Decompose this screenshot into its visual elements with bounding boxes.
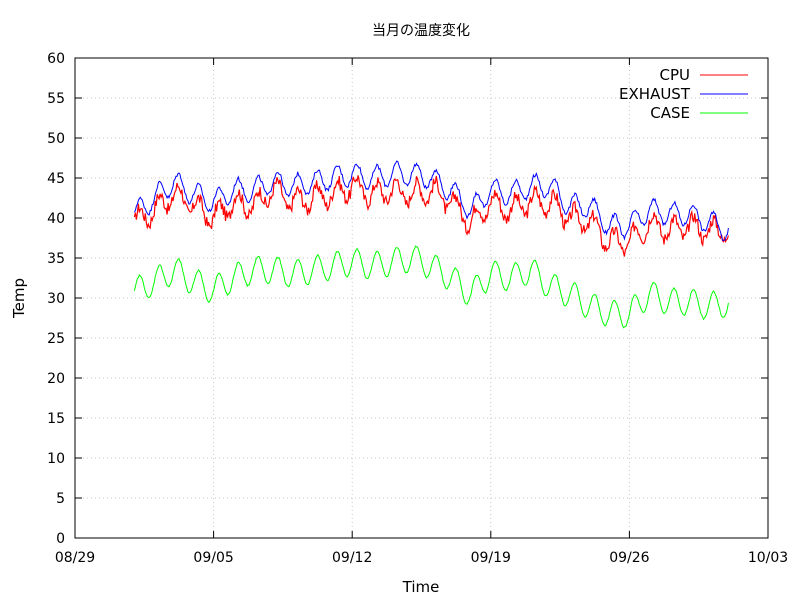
series-line-cpu <box>133 175 729 257</box>
y-tick-label: 30 <box>47 291 65 307</box>
y-tick-label: 35 <box>47 251 65 267</box>
y-tick-label: 10 <box>47 451 65 467</box>
legend-label-case: CASE <box>650 104 690 122</box>
y-tick-label: 45 <box>47 171 65 187</box>
legend-label-exhaust: EXHAUST <box>619 85 691 103</box>
x-tick-label: 09/05 <box>193 550 233 566</box>
series-line-case <box>133 245 729 329</box>
y-axis-label: Temp <box>10 278 28 319</box>
x-tick-label: 09/19 <box>471 550 511 566</box>
x-tick-label: 10/03 <box>748 550 788 566</box>
x-tick-label: 09/12 <box>332 550 372 566</box>
legend-label-cpu: CPU <box>660 66 691 84</box>
x-tick-label: 09/26 <box>609 550 649 566</box>
series-lines <box>133 160 729 329</box>
chart-title: 当月の温度変化 <box>372 22 470 39</box>
y-tick-label: 5 <box>56 491 65 507</box>
y-tick-label: 0 <box>56 531 65 547</box>
y-tick-label: 40 <box>47 211 65 227</box>
y-tick-label: 55 <box>47 91 65 107</box>
x-axis-label: Time <box>402 578 440 596</box>
axis-ticks: 0 5 10 15 20 25 30 35 40 45 50 55 60 08/29 09/05 09/12 0… <box>47 51 788 566</box>
y-tick-label: 50 <box>47 131 65 147</box>
y-tick-label: 20 <box>47 371 65 387</box>
y-tick-label: 15 <box>47 411 65 427</box>
y-tick-label: 60 <box>47 51 65 67</box>
x-tick-label: 08/29 <box>55 550 95 566</box>
series-line-exhaust <box>133 160 729 241</box>
grid-lines <box>75 58 768 538</box>
y-tick-label: 25 <box>47 331 65 347</box>
